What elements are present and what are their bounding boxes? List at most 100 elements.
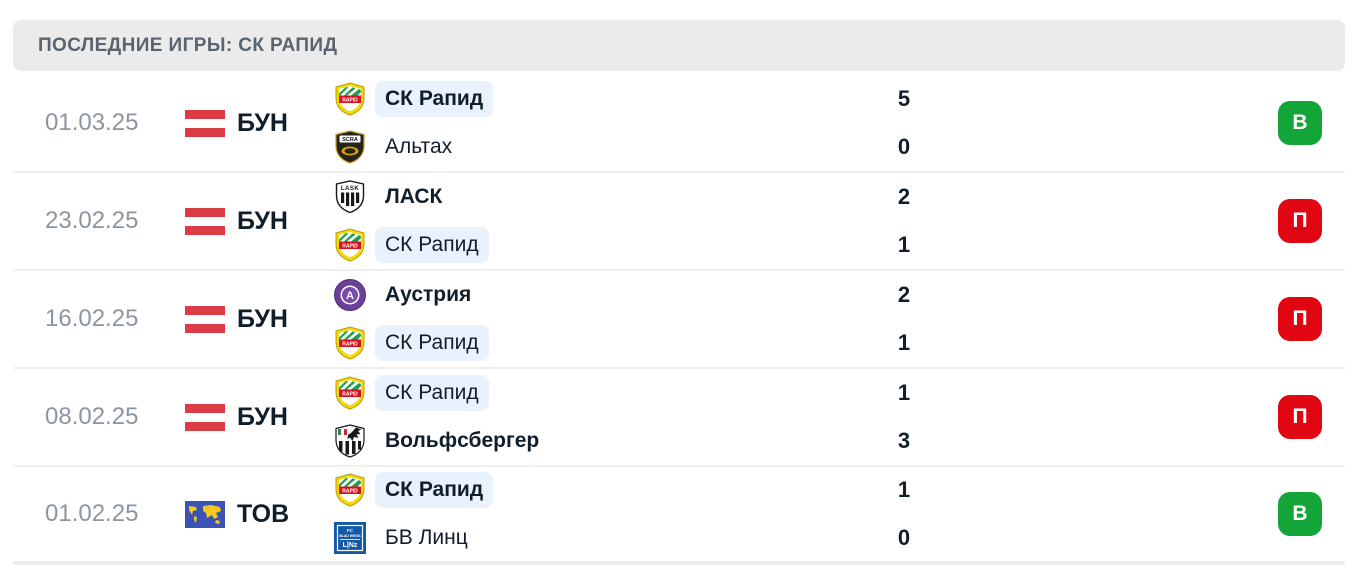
austria-flag-icon — [185, 305, 225, 333]
team-line: LASK ЛАСК 2 — [333, 179, 919, 215]
match-row[interactable]: 01.03.25 БУН RAPID СК Рапид 5 SCRA Альта… — [13, 75, 1345, 173]
team-name: СК Рапид — [375, 375, 489, 411]
match-row[interactable]: 16.02.25 БУН A Аустрия 2 RAPID СК Рапид … — [13, 271, 1345, 369]
bwlinz-logo-icon: FC BLAU WEISS L|Nz — [334, 522, 366, 554]
team-logo: RAPID — [333, 82, 367, 116]
svg-text:L|Nz: L|Nz — [343, 542, 358, 549]
austria-wien-logo-icon: A — [334, 279, 366, 311]
match-date: 01.03.25 — [45, 109, 139, 136]
teams-block: RAPID СК Рапид 1 FC BLAU WEISS L|Nz БВ Л… — [333, 472, 919, 556]
match-date: 08.02.25 — [45, 403, 139, 430]
section-header: ПОСЛЕДНИЕ ИГРЫ: СК РАПИД — [13, 20, 1345, 71]
team-score: 1 — [897, 477, 911, 502]
team-score: 1 — [897, 330, 911, 355]
result-badge-column: В — [1278, 101, 1322, 145]
rapid-logo-icon: RAPID — [335, 376, 365, 410]
competition-label: ТОВ — [237, 499, 290, 528]
svg-text:RAPID: RAPID — [342, 391, 358, 397]
team-line: A Аустрия 2 — [333, 277, 919, 313]
competition-flag — [185, 305, 225, 333]
competition-flag — [185, 403, 225, 431]
team-score: 1 — [897, 232, 911, 257]
team-score: 1 — [897, 380, 911, 405]
competition-flag — [185, 500, 225, 528]
team-score: 2 — [897, 184, 911, 209]
match-row[interactable]: 23.02.25 БУН LASK ЛАСК 2 RAPID СК Рапид — [13, 173, 1345, 271]
svg-text:RAPID: RAPID — [342, 243, 358, 249]
lask-logo-icon: LASK — [335, 180, 365, 214]
svg-text:RAPID: RAPID — [342, 97, 358, 103]
result-badge-column: П — [1278, 297, 1322, 341]
result-badge: В — [1278, 492, 1322, 536]
match-date: 16.02.25 — [45, 305, 139, 332]
team-name: СК Рапид — [375, 325, 489, 361]
match-row[interactable]: 08.02.25 БУН RAPID СК Рапид 1 — [13, 369, 1345, 467]
team-name: Вольфсбергер — [385, 429, 540, 452]
austria-flag-icon — [185, 207, 225, 235]
svg-text:RAPID: RAPID — [342, 488, 358, 494]
svg-text:BLAU WEISS: BLAU WEISS — [339, 534, 361, 538]
team-name: СК Рапид — [375, 81, 494, 117]
team-line: RAPID СК Рапид 1 — [333, 227, 919, 263]
svg-text:RAPID: RAPID — [342, 341, 358, 347]
team-line: Вольфсбергер 3 — [333, 423, 919, 459]
team-line: FC BLAU WEISS L|Nz БВ Линц 0 — [333, 520, 919, 556]
result-badge-column: В — [1278, 492, 1322, 536]
competition-label: БУН — [237, 402, 288, 431]
team-score: 0 — [897, 134, 911, 159]
teams-block: RAPID СК Рапид 1 Вольфсбергер 3 — [333, 375, 919, 459]
competition-label: БУН — [237, 108, 288, 137]
match-date: 23.02.25 — [45, 207, 139, 234]
team-name: Альтах — [385, 135, 453, 158]
team-line: SCRA Альтах 0 — [333, 129, 919, 165]
team-logo — [333, 424, 367, 458]
team-score: 3 — [897, 428, 911, 453]
team-logo: RAPID — [333, 228, 367, 262]
wac-logo-icon — [335, 424, 365, 458]
team-line: RAPID СК Рапид 1 — [333, 325, 919, 361]
result-badge: П — [1278, 395, 1322, 439]
competition-flag — [185, 109, 225, 137]
team-logo: RAPID — [333, 473, 367, 507]
match-row[interactable]: 01.02.25 ТОВ RAPID СК Рапид 1 FC BLAU WE… — [13, 467, 1345, 565]
team-logo: RAPID — [333, 376, 367, 410]
result-badge-column: П — [1278, 395, 1322, 439]
team-name: СК Рапид — [375, 227, 489, 263]
rapid-logo-icon: RAPID — [335, 228, 365, 262]
teams-block: RAPID СК Рапид 5 SCRA Альтах 0 — [333, 81, 919, 165]
team-score: 2 — [897, 282, 911, 307]
teams-block: LASK ЛАСК 2 RAPID СК Рапид 1 — [333, 179, 919, 263]
austria-flag-icon — [185, 403, 225, 431]
svg-text:SCRA: SCRA — [342, 137, 358, 143]
result-badge-column: П — [1278, 199, 1322, 243]
austria-flag-icon — [185, 109, 225, 137]
team-logo: SCRA — [333, 130, 367, 164]
team-logo: FC BLAU WEISS L|Nz — [333, 521, 367, 555]
competition-label: БУН — [237, 206, 288, 235]
world-flag-icon — [185, 500, 225, 528]
svg-text:A: A — [346, 290, 354, 302]
competition-label: БУН — [237, 304, 288, 333]
team-name: Аустрия — [385, 283, 472, 306]
svg-text:LASK: LASK — [341, 186, 360, 192]
rapid-logo-icon: RAPID — [335, 473, 365, 507]
team-line: RAPID СК Рапид 1 — [333, 472, 919, 508]
team-line: RAPID СК Рапид 1 — [333, 375, 919, 411]
rapid-logo-icon: RAPID — [335, 82, 365, 116]
team-logo: LASK — [333, 180, 367, 214]
result-badge: В — [1278, 101, 1322, 145]
recent-matches-list: 01.03.25 БУН RAPID СК Рапид 5 SCRA Альта… — [13, 75, 1345, 565]
result-badge: П — [1278, 297, 1322, 341]
team-score: 5 — [897, 86, 911, 111]
team-name: СК Рапид — [375, 472, 494, 508]
rapid-logo-icon: RAPID — [335, 326, 365, 360]
team-logo: A — [333, 278, 367, 312]
team-line: RAPID СК Рапид 5 — [333, 81, 919, 117]
section-title: ПОСЛЕДНИЕ ИГРЫ: СК РАПИД — [38, 34, 338, 56]
team-name: БВ Линц — [385, 526, 468, 549]
match-date: 01.02.25 — [45, 500, 139, 527]
competition-flag — [185, 207, 225, 235]
altach-logo-icon: SCRA — [335, 130, 365, 164]
team-logo: RAPID — [333, 326, 367, 360]
teams-block: A Аустрия 2 RAPID СК Рапид 1 — [333, 277, 919, 361]
